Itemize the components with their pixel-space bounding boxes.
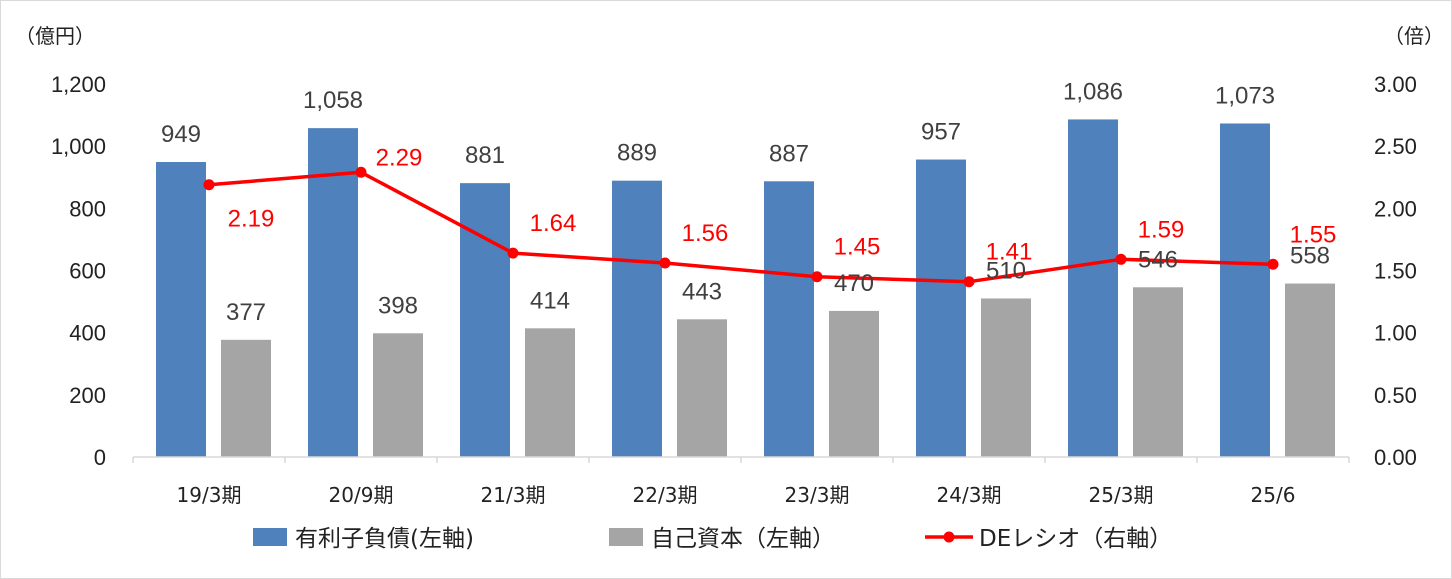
y-left-tick-label: 0 bbox=[94, 445, 106, 470]
y-right-ticks: 0.00 0.50 1.00 1.50 2.00 2.50 3.00 bbox=[1374, 72, 1417, 470]
category-label: 22/3期 bbox=[633, 483, 698, 507]
equity-data-label: 470 bbox=[834, 270, 874, 297]
y-right-unit-label: （倍） bbox=[1384, 24, 1444, 48]
de-ratio-point bbox=[1115, 253, 1127, 265]
y-left-tick-label: 400 bbox=[69, 321, 106, 346]
debt-data-label: 949 bbox=[161, 121, 201, 148]
equity-data-label: 558 bbox=[1290, 243, 1330, 270]
y-right-tick-label: 2.50 bbox=[1374, 134, 1417, 159]
equity-bar bbox=[829, 310, 879, 457]
category-label: 25/3期 bbox=[1089, 483, 1154, 507]
de-ratio-point bbox=[355, 166, 367, 178]
legend-de-ratio-label: DEレシオ（右軸） bbox=[979, 526, 1172, 552]
de-ratio-data-label: 2.29 bbox=[376, 144, 423, 171]
line-series bbox=[203, 166, 1279, 288]
y-right-tick-label: 3.00 bbox=[1374, 72, 1417, 97]
de-ratio-point bbox=[811, 271, 823, 283]
legend-equity-label: 自己資本（左軸） bbox=[651, 526, 835, 552]
debt-data-label: 957 bbox=[921, 119, 961, 146]
legend: 有利子負債(左軸) 自己資本（左軸） DEレシオ（右軸） bbox=[253, 526, 1172, 552]
debt-bar bbox=[308, 128, 358, 457]
y-right-tick-label: 1.00 bbox=[1374, 321, 1417, 346]
category-label: 19/3期 bbox=[177, 483, 242, 507]
debt-data-label: 881 bbox=[465, 142, 505, 169]
de-ratio-line bbox=[208, 170, 1274, 284]
de-ratio-data-label: 1.55 bbox=[1290, 221, 1337, 248]
debt-bar bbox=[1068, 119, 1118, 457]
equity-bar bbox=[981, 298, 1031, 457]
de-ratio-point bbox=[203, 179, 215, 191]
de-ratio-point bbox=[507, 247, 519, 259]
equity-bar bbox=[677, 319, 727, 457]
y-right-tick-label: 1.50 bbox=[1374, 259, 1417, 284]
equity-data-label: 443 bbox=[682, 278, 722, 305]
category-label: 25/6 bbox=[1251, 483, 1296, 507]
debt-data-label: 1,058 bbox=[303, 87, 363, 114]
equity-data-label: 546 bbox=[1138, 246, 1178, 273]
equity-data-label: 398 bbox=[378, 292, 418, 319]
equity-data-label: 510 bbox=[986, 257, 1026, 284]
category-label: 20/9期 bbox=[329, 483, 394, 507]
y-left-tick-label: 800 bbox=[69, 196, 106, 221]
debt-bar bbox=[916, 159, 966, 457]
y-right-tick-label: 0.00 bbox=[1374, 445, 1417, 470]
debt-data-label: 889 bbox=[617, 140, 657, 167]
y-left-tick-label: 1,000 bbox=[51, 134, 106, 159]
legend-debt-label: 有利子負債(左軸) bbox=[295, 526, 474, 552]
equity-bar bbox=[1133, 287, 1183, 457]
category-label: 21/3期 bbox=[481, 483, 546, 507]
y-right-tick-label: 0.50 bbox=[1374, 383, 1417, 408]
debt-bar bbox=[764, 181, 814, 457]
y-left-tick-label: 200 bbox=[69, 383, 106, 408]
equity-bar bbox=[1285, 283, 1335, 457]
y-left-ticks: 0 200 400 600 800 1,000 1,200 bbox=[51, 72, 106, 470]
debt-data-label: 1,086 bbox=[1063, 78, 1123, 105]
equity-bar bbox=[221, 339, 271, 457]
category-label: 24/3期 bbox=[937, 483, 1002, 507]
legend-de-ratio-marker bbox=[943, 531, 955, 543]
de-ratio-data-label: 1.59 bbox=[1138, 216, 1185, 243]
y-left-tick-label: 1,200 bbox=[51, 72, 106, 97]
equity-bar bbox=[373, 333, 423, 457]
category-label: 23/3期 bbox=[785, 483, 850, 507]
de-ratio-data-label: 1.45 bbox=[834, 234, 881, 261]
debt-data-label: 1,073 bbox=[1215, 82, 1275, 109]
equity-data-label: 414 bbox=[530, 287, 570, 314]
legend-equity-swatch bbox=[609, 528, 643, 546]
category-labels: 19/3期 20/9期 21/3期 22/3期 23/3期 24/3期 25/3期 25/6 bbox=[177, 483, 1296, 507]
legend-debt-swatch bbox=[253, 528, 287, 546]
de-ratio-data-label: 1.41 bbox=[986, 239, 1033, 266]
debt-bar bbox=[1220, 123, 1270, 457]
de-ratio-data-label: 1.56 bbox=[682, 220, 729, 247]
y-left-tick-label: 600 bbox=[69, 259, 106, 284]
de-ratio-data-label: 1.64 bbox=[530, 210, 577, 237]
debt-data-label: 887 bbox=[769, 140, 809, 167]
y-right-tick-label: 2.00 bbox=[1374, 196, 1417, 221]
data-labels: 949 377 1,058 398 881 414 889 443 887 470 957 510 1,… bbox=[161, 78, 1336, 325]
bar-marks bbox=[156, 119, 1335, 458]
debt-bar bbox=[612, 180, 662, 457]
equity-bar bbox=[525, 328, 575, 457]
x-tick-marks bbox=[132, 457, 1350, 463]
de-ratio-point bbox=[963, 276, 975, 288]
de-ratio-point bbox=[659, 257, 671, 269]
de-ratio-data-label: 2.19 bbox=[228, 206, 275, 233]
debt-bar bbox=[156, 162, 206, 457]
y-left-unit-label: （億円） bbox=[15, 24, 95, 48]
equity-data-label: 377 bbox=[226, 299, 266, 326]
de-ratio-point bbox=[1267, 258, 1279, 270]
debt-bar bbox=[460, 183, 510, 458]
